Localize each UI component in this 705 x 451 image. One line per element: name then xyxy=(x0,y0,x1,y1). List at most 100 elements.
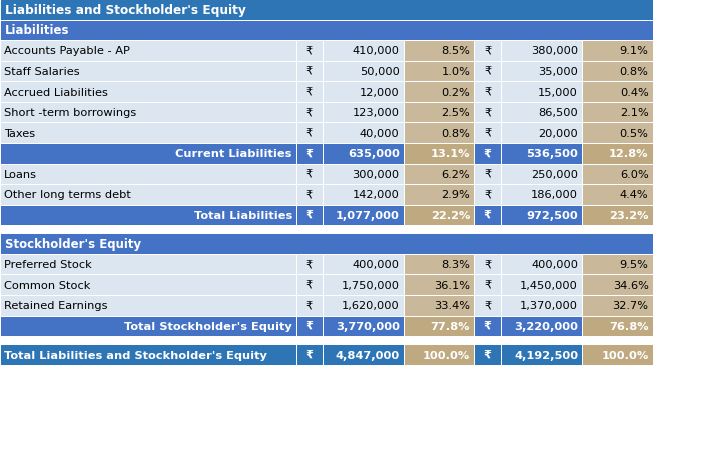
Text: 40,000: 40,000 xyxy=(360,129,400,138)
Bar xyxy=(582,316,653,336)
Text: 972,500: 972,500 xyxy=(527,211,578,221)
Bar xyxy=(582,102,653,123)
Bar xyxy=(0,345,296,365)
Bar xyxy=(323,102,404,123)
Text: 9.1%: 9.1% xyxy=(620,46,649,56)
Text: 4,192,500: 4,192,500 xyxy=(514,350,578,360)
Text: 50,000: 50,000 xyxy=(360,67,400,77)
Text: Total Liabilities and Stockholder's Equity: Total Liabilities and Stockholder's Equi… xyxy=(4,350,267,360)
Text: ₹: ₹ xyxy=(306,129,313,138)
Text: 400,000: 400,000 xyxy=(352,260,400,270)
Bar xyxy=(474,295,501,316)
Bar xyxy=(323,345,404,365)
Text: Liabilities and Stockholder's Equity: Liabilities and Stockholder's Equity xyxy=(5,4,245,17)
Bar xyxy=(0,316,296,336)
Bar xyxy=(323,123,404,143)
Text: 15,000: 15,000 xyxy=(538,87,578,97)
Text: 6.2%: 6.2% xyxy=(441,170,470,179)
Text: 76.8%: 76.8% xyxy=(609,321,649,331)
Text: 35,000: 35,000 xyxy=(538,67,578,77)
Bar xyxy=(0,61,296,82)
Text: 3,220,000: 3,220,000 xyxy=(514,321,578,331)
Text: ₹: ₹ xyxy=(484,350,492,360)
Text: 1.0%: 1.0% xyxy=(441,67,470,77)
Bar xyxy=(323,143,404,164)
Bar xyxy=(296,254,323,275)
Text: ₹: ₹ xyxy=(484,149,492,159)
Bar xyxy=(474,82,501,102)
Bar xyxy=(582,164,653,184)
Text: Accrued Liabilities: Accrued Liabilities xyxy=(4,87,108,97)
Text: 3,770,000: 3,770,000 xyxy=(336,321,400,331)
Text: ₹: ₹ xyxy=(484,211,492,221)
Bar xyxy=(582,254,653,275)
Text: ₹: ₹ xyxy=(305,321,314,331)
Bar xyxy=(323,295,404,316)
Text: 4.4%: 4.4% xyxy=(620,190,649,200)
Bar xyxy=(582,41,653,61)
Text: 12.8%: 12.8% xyxy=(609,149,649,159)
Bar xyxy=(404,61,474,82)
Bar xyxy=(404,123,474,143)
Bar xyxy=(0,238,653,246)
Bar xyxy=(296,164,323,184)
Text: 100.0%: 100.0% xyxy=(601,350,649,360)
Bar xyxy=(474,61,501,82)
Text: ₹: ₹ xyxy=(306,190,313,200)
Text: Accounts Payable - AP: Accounts Payable - AP xyxy=(4,46,130,56)
Bar xyxy=(323,61,404,82)
Bar xyxy=(296,61,323,82)
Text: ₹: ₹ xyxy=(306,87,313,97)
Text: Staff Salaries: Staff Salaries xyxy=(4,67,80,77)
Bar xyxy=(404,275,474,295)
Bar xyxy=(0,41,296,61)
Bar xyxy=(404,345,474,365)
Text: Stockholder's Equity: Stockholder's Equity xyxy=(5,238,141,251)
Bar xyxy=(323,184,404,205)
Text: 186,000: 186,000 xyxy=(531,190,578,200)
Text: Preferred Stock: Preferred Stock xyxy=(4,260,92,270)
Bar xyxy=(0,20,653,41)
Bar xyxy=(296,82,323,102)
Bar xyxy=(501,102,582,123)
Text: ₹: ₹ xyxy=(484,108,491,118)
Bar xyxy=(296,102,323,123)
Bar xyxy=(0,349,653,357)
Bar xyxy=(323,275,404,295)
Text: Total Liabilities: Total Liabilities xyxy=(194,211,292,221)
Text: 8.3%: 8.3% xyxy=(441,260,470,270)
Bar xyxy=(501,164,582,184)
Bar xyxy=(0,234,653,254)
Text: 250,000: 250,000 xyxy=(531,170,578,179)
Text: Common Stock: Common Stock xyxy=(4,280,91,290)
Text: ₹: ₹ xyxy=(484,46,491,56)
Text: ₹: ₹ xyxy=(484,129,491,138)
Text: ₹: ₹ xyxy=(484,321,492,331)
Text: 400,000: 400,000 xyxy=(531,260,578,270)
Bar xyxy=(323,82,404,102)
Bar xyxy=(582,123,653,143)
Text: 410,000: 410,000 xyxy=(352,46,400,56)
Text: ₹: ₹ xyxy=(306,301,313,311)
Bar xyxy=(404,254,474,275)
Bar xyxy=(296,295,323,316)
Bar xyxy=(474,164,501,184)
Text: Loans: Loans xyxy=(4,170,37,179)
Bar xyxy=(501,61,582,82)
Text: ₹: ₹ xyxy=(484,67,491,77)
Bar xyxy=(296,184,323,205)
Text: Short -term borrowings: Short -term borrowings xyxy=(4,108,137,118)
Bar xyxy=(501,316,582,336)
Text: ₹: ₹ xyxy=(306,108,313,118)
Bar xyxy=(0,123,296,143)
Text: 9.5%: 9.5% xyxy=(620,260,649,270)
Text: ₹: ₹ xyxy=(484,87,491,97)
Bar xyxy=(474,254,501,275)
Text: 0.2%: 0.2% xyxy=(441,87,470,97)
Bar xyxy=(582,143,653,164)
Text: ₹: ₹ xyxy=(306,280,313,290)
Text: ₹: ₹ xyxy=(306,260,313,270)
Text: ₹: ₹ xyxy=(306,46,313,56)
Text: Total Stockholder's Equity: Total Stockholder's Equity xyxy=(124,321,292,331)
Text: 4,847,000: 4,847,000 xyxy=(336,350,400,360)
